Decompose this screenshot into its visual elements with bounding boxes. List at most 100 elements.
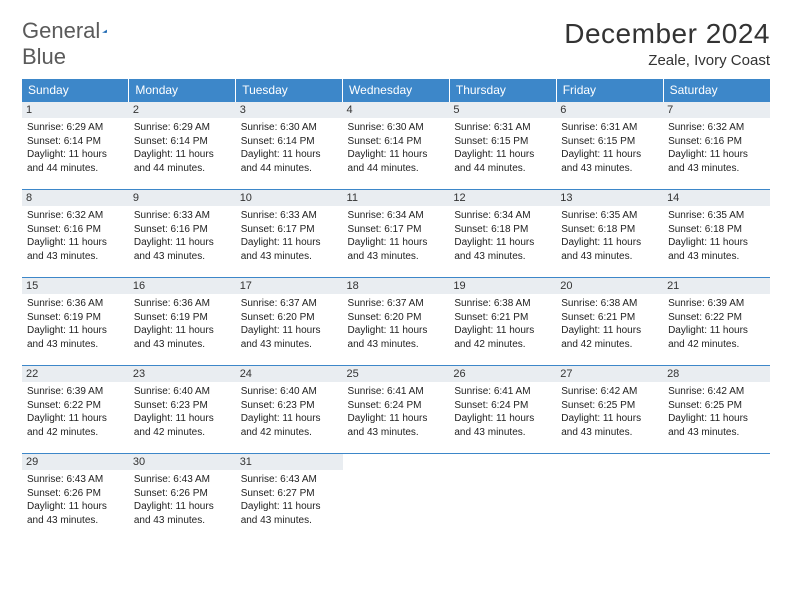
col-tuesday: Tuesday bbox=[236, 79, 343, 102]
day-number: 10 bbox=[236, 190, 343, 206]
day-cell: 25 Sunrise: 6:41 AMSunset: 6:24 PMDayligh… bbox=[343, 366, 450, 454]
calendar-body: 1Sunrise: 6:29 AMSunset: 6:14 PMDaylight… bbox=[22, 102, 770, 542]
day-number: 2 bbox=[129, 102, 236, 118]
day-info: Sunrise: 6:36 AMSunset: 6:19 PMDaylight:… bbox=[134, 297, 231, 351]
day-cell: 14 Sunrise: 6:35 AMSunset: 6:18 PMDayligh… bbox=[663, 190, 770, 278]
day-number: 9 bbox=[129, 190, 236, 206]
day-info: Sunrise: 6:38 AMSunset: 6:21 PMDaylight:… bbox=[454, 297, 551, 351]
day-number: 13 bbox=[556, 190, 663, 206]
day-cell: 19 Sunrise: 6:38 AMSunset: 6:21 PMDayligh… bbox=[449, 278, 556, 366]
day-info: Sunrise: 6:35 AMSunset: 6:18 PMDaylight:… bbox=[561, 209, 658, 263]
brand-logo: General bbox=[22, 18, 130, 44]
day-info: Sunrise: 6:43 AMSunset: 6:26 PMDaylight:… bbox=[134, 473, 231, 527]
day-cell: 31 Sunrise: 6:43 AMSunset: 6:27 PMDayligh… bbox=[236, 454, 343, 542]
header: General December 2024 Zeale, Ivory Coast bbox=[22, 18, 770, 69]
day-cell: 6Sunrise: 6:31 AMSunset: 6:15 PMDaylight… bbox=[556, 102, 663, 190]
day-info: Sunrise: 6:37 AMSunset: 6:20 PMDaylight:… bbox=[348, 297, 445, 351]
day-cell: 17 Sunrise: 6:37 AMSunset: 6:20 PMDayligh… bbox=[236, 278, 343, 366]
day-number: 3 bbox=[236, 102, 343, 118]
day-info: Sunrise: 6:43 AMSunset: 6:27 PMDaylight:… bbox=[241, 473, 338, 527]
col-saturday: Saturday bbox=[663, 79, 770, 102]
day-number: 14 bbox=[663, 190, 770, 206]
day-info: Sunrise: 6:31 AMSunset: 6:15 PMDaylight:… bbox=[561, 121, 658, 175]
day-cell: 13 Sunrise: 6:35 AMSunset: 6:18 PMDayligh… bbox=[556, 190, 663, 278]
col-monday: Monday bbox=[129, 79, 236, 102]
day-info: Sunrise: 6:36 AMSunset: 6:19 PMDaylight:… bbox=[27, 297, 124, 351]
col-sunday: Sunday bbox=[22, 79, 129, 102]
day-cell: 22 Sunrise: 6:39 AMSunset: 6:22 PMDayligh… bbox=[22, 366, 129, 454]
day-cell: 8 Sunrise: 6:32 AMSunset: 6:16 PMDaylight… bbox=[22, 190, 129, 278]
day-number: 16 bbox=[129, 278, 236, 294]
day-info: Sunrise: 6:37 AMSunset: 6:20 PMDaylight:… bbox=[241, 297, 338, 351]
day-info: Sunrise: 6:38 AMSunset: 6:21 PMDaylight:… bbox=[561, 297, 658, 351]
col-thursday: Thursday bbox=[449, 79, 556, 102]
day-number: 27 bbox=[556, 366, 663, 382]
day-info: Sunrise: 6:34 AMSunset: 6:18 PMDaylight:… bbox=[454, 209, 551, 263]
day-number: 17 bbox=[236, 278, 343, 294]
day-number: 29 bbox=[22, 454, 129, 470]
day-cell: 27Sunrise: 6:42 AMSunset: 6:25 PMDayligh… bbox=[556, 366, 663, 454]
day-cell: 10 Sunrise: 6:33 AMSunset: 6:17 PMDayligh… bbox=[236, 190, 343, 278]
month-title: December 2024 bbox=[564, 18, 770, 50]
day-number: 22 bbox=[22, 366, 129, 382]
day-cell: 20 Sunrise: 6:38 AMSunset: 6:21 PMDayligh… bbox=[556, 278, 663, 366]
day-number: 12 bbox=[449, 190, 556, 206]
day-header-row: Sunday Monday Tuesday Wednesday Thursday… bbox=[22, 79, 770, 102]
day-number: 15 bbox=[22, 278, 129, 294]
day-number: 31 bbox=[236, 454, 343, 470]
week-row: 29 Sunrise: 6:43 AMSunset: 6:26 PMDayligh… bbox=[22, 454, 770, 542]
day-cell: 18 Sunrise: 6:37 AMSunset: 6:20 PMDayligh… bbox=[343, 278, 450, 366]
day-info: Sunrise: 6:39 AMSunset: 6:22 PMDaylight:… bbox=[668, 297, 765, 351]
day-cell: 23 Sunrise: 6:40 AMSunset: 6:23 PMDayligh… bbox=[129, 366, 236, 454]
day-cell: 21 Sunrise: 6:39 AMSunset: 6:22 PMDayligh… bbox=[663, 278, 770, 366]
day-info: Sunrise: 6:43 AMSunset: 6:26 PMDaylight:… bbox=[27, 473, 124, 527]
day-cell: 28 Sunrise: 6:42 AMSunset: 6:25 PMDayligh… bbox=[663, 366, 770, 454]
day-number: 25 bbox=[343, 366, 450, 382]
day-cell: 9Sunrise: 6:33 AMSunset: 6:16 PMDaylight… bbox=[129, 190, 236, 278]
logo-triangle-icon bbox=[102, 22, 107, 40]
calendar-table: Sunday Monday Tuesday Wednesday Thursday… bbox=[22, 79, 770, 542]
day-number: 24 bbox=[236, 366, 343, 382]
day-cell: 5Sunrise: 6:31 AMSunset: 6:15 PMDaylight… bbox=[449, 102, 556, 190]
day-cell: 15 Sunrise: 6:36 AMSunset: 6:19 PMDayligh… bbox=[22, 278, 129, 366]
day-cell: 16 Sunrise: 6:36 AMSunset: 6:19 PMDayligh… bbox=[129, 278, 236, 366]
day-cell bbox=[663, 454, 770, 542]
day-number: 23 bbox=[129, 366, 236, 382]
brand-word2-wrap: Blue bbox=[22, 44, 66, 70]
day-number: 4 bbox=[343, 102, 450, 118]
day-number: 7 bbox=[663, 102, 770, 118]
day-number: 28 bbox=[663, 366, 770, 382]
col-wednesday: Wednesday bbox=[343, 79, 450, 102]
day-cell: 3Sunrise: 6:30 AMSunset: 6:14 PMDaylight… bbox=[236, 102, 343, 190]
day-number: 21 bbox=[663, 278, 770, 294]
day-number: 30 bbox=[129, 454, 236, 470]
col-friday: Friday bbox=[556, 79, 663, 102]
day-info: Sunrise: 6:35 AMSunset: 6:18 PMDaylight:… bbox=[668, 209, 765, 263]
day-number: 11 bbox=[343, 190, 450, 206]
day-info: Sunrise: 6:33 AMSunset: 6:17 PMDaylight:… bbox=[241, 209, 338, 263]
day-info: Sunrise: 6:42 AMSunset: 6:25 PMDaylight:… bbox=[668, 385, 765, 439]
day-cell: 7 Sunrise: 6:32 AMSunset: 6:16 PMDaylight… bbox=[663, 102, 770, 190]
day-info: Sunrise: 6:40 AMSunset: 6:23 PMDaylight:… bbox=[241, 385, 338, 439]
week-row: 1Sunrise: 6:29 AMSunset: 6:14 PMDaylight… bbox=[22, 102, 770, 190]
day-info: Sunrise: 6:40 AMSunset: 6:23 PMDaylight:… bbox=[134, 385, 231, 439]
location-label: Zeale, Ivory Coast bbox=[564, 52, 770, 69]
day-number: 19 bbox=[449, 278, 556, 294]
day-info: Sunrise: 6:39 AMSunset: 6:22 PMDaylight:… bbox=[27, 385, 124, 439]
day-info: Sunrise: 6:41 AMSunset: 6:24 PMDaylight:… bbox=[348, 385, 445, 439]
day-cell: 30 Sunrise: 6:43 AMSunset: 6:26 PMDayligh… bbox=[129, 454, 236, 542]
day-number: 18 bbox=[343, 278, 450, 294]
day-number: 8 bbox=[22, 190, 129, 206]
day-info: Sunrise: 6:29 AMSunset: 6:14 PMDaylight:… bbox=[27, 121, 124, 175]
day-cell: 29 Sunrise: 6:43 AMSunset: 6:26 PMDayligh… bbox=[22, 454, 129, 542]
day-cell: 4Sunrise: 6:30 AMSunset: 6:14 PMDaylight… bbox=[343, 102, 450, 190]
day-number: 20 bbox=[556, 278, 663, 294]
day-info: Sunrise: 6:32 AMSunset: 6:16 PMDaylight:… bbox=[27, 209, 124, 263]
week-row: 15 Sunrise: 6:36 AMSunset: 6:19 PMDayligh… bbox=[22, 278, 770, 366]
day-cell: 26Sunrise: 6:41 AMSunset: 6:24 PMDayligh… bbox=[449, 366, 556, 454]
day-number: 26 bbox=[449, 366, 556, 382]
day-info: Sunrise: 6:29 AMSunset: 6:14 PMDaylight:… bbox=[134, 121, 231, 175]
day-info: Sunrise: 6:31 AMSunset: 6:15 PMDaylight:… bbox=[454, 121, 551, 175]
brand-word1: General bbox=[22, 18, 100, 44]
day-info: Sunrise: 6:32 AMSunset: 6:16 PMDaylight:… bbox=[668, 121, 765, 175]
